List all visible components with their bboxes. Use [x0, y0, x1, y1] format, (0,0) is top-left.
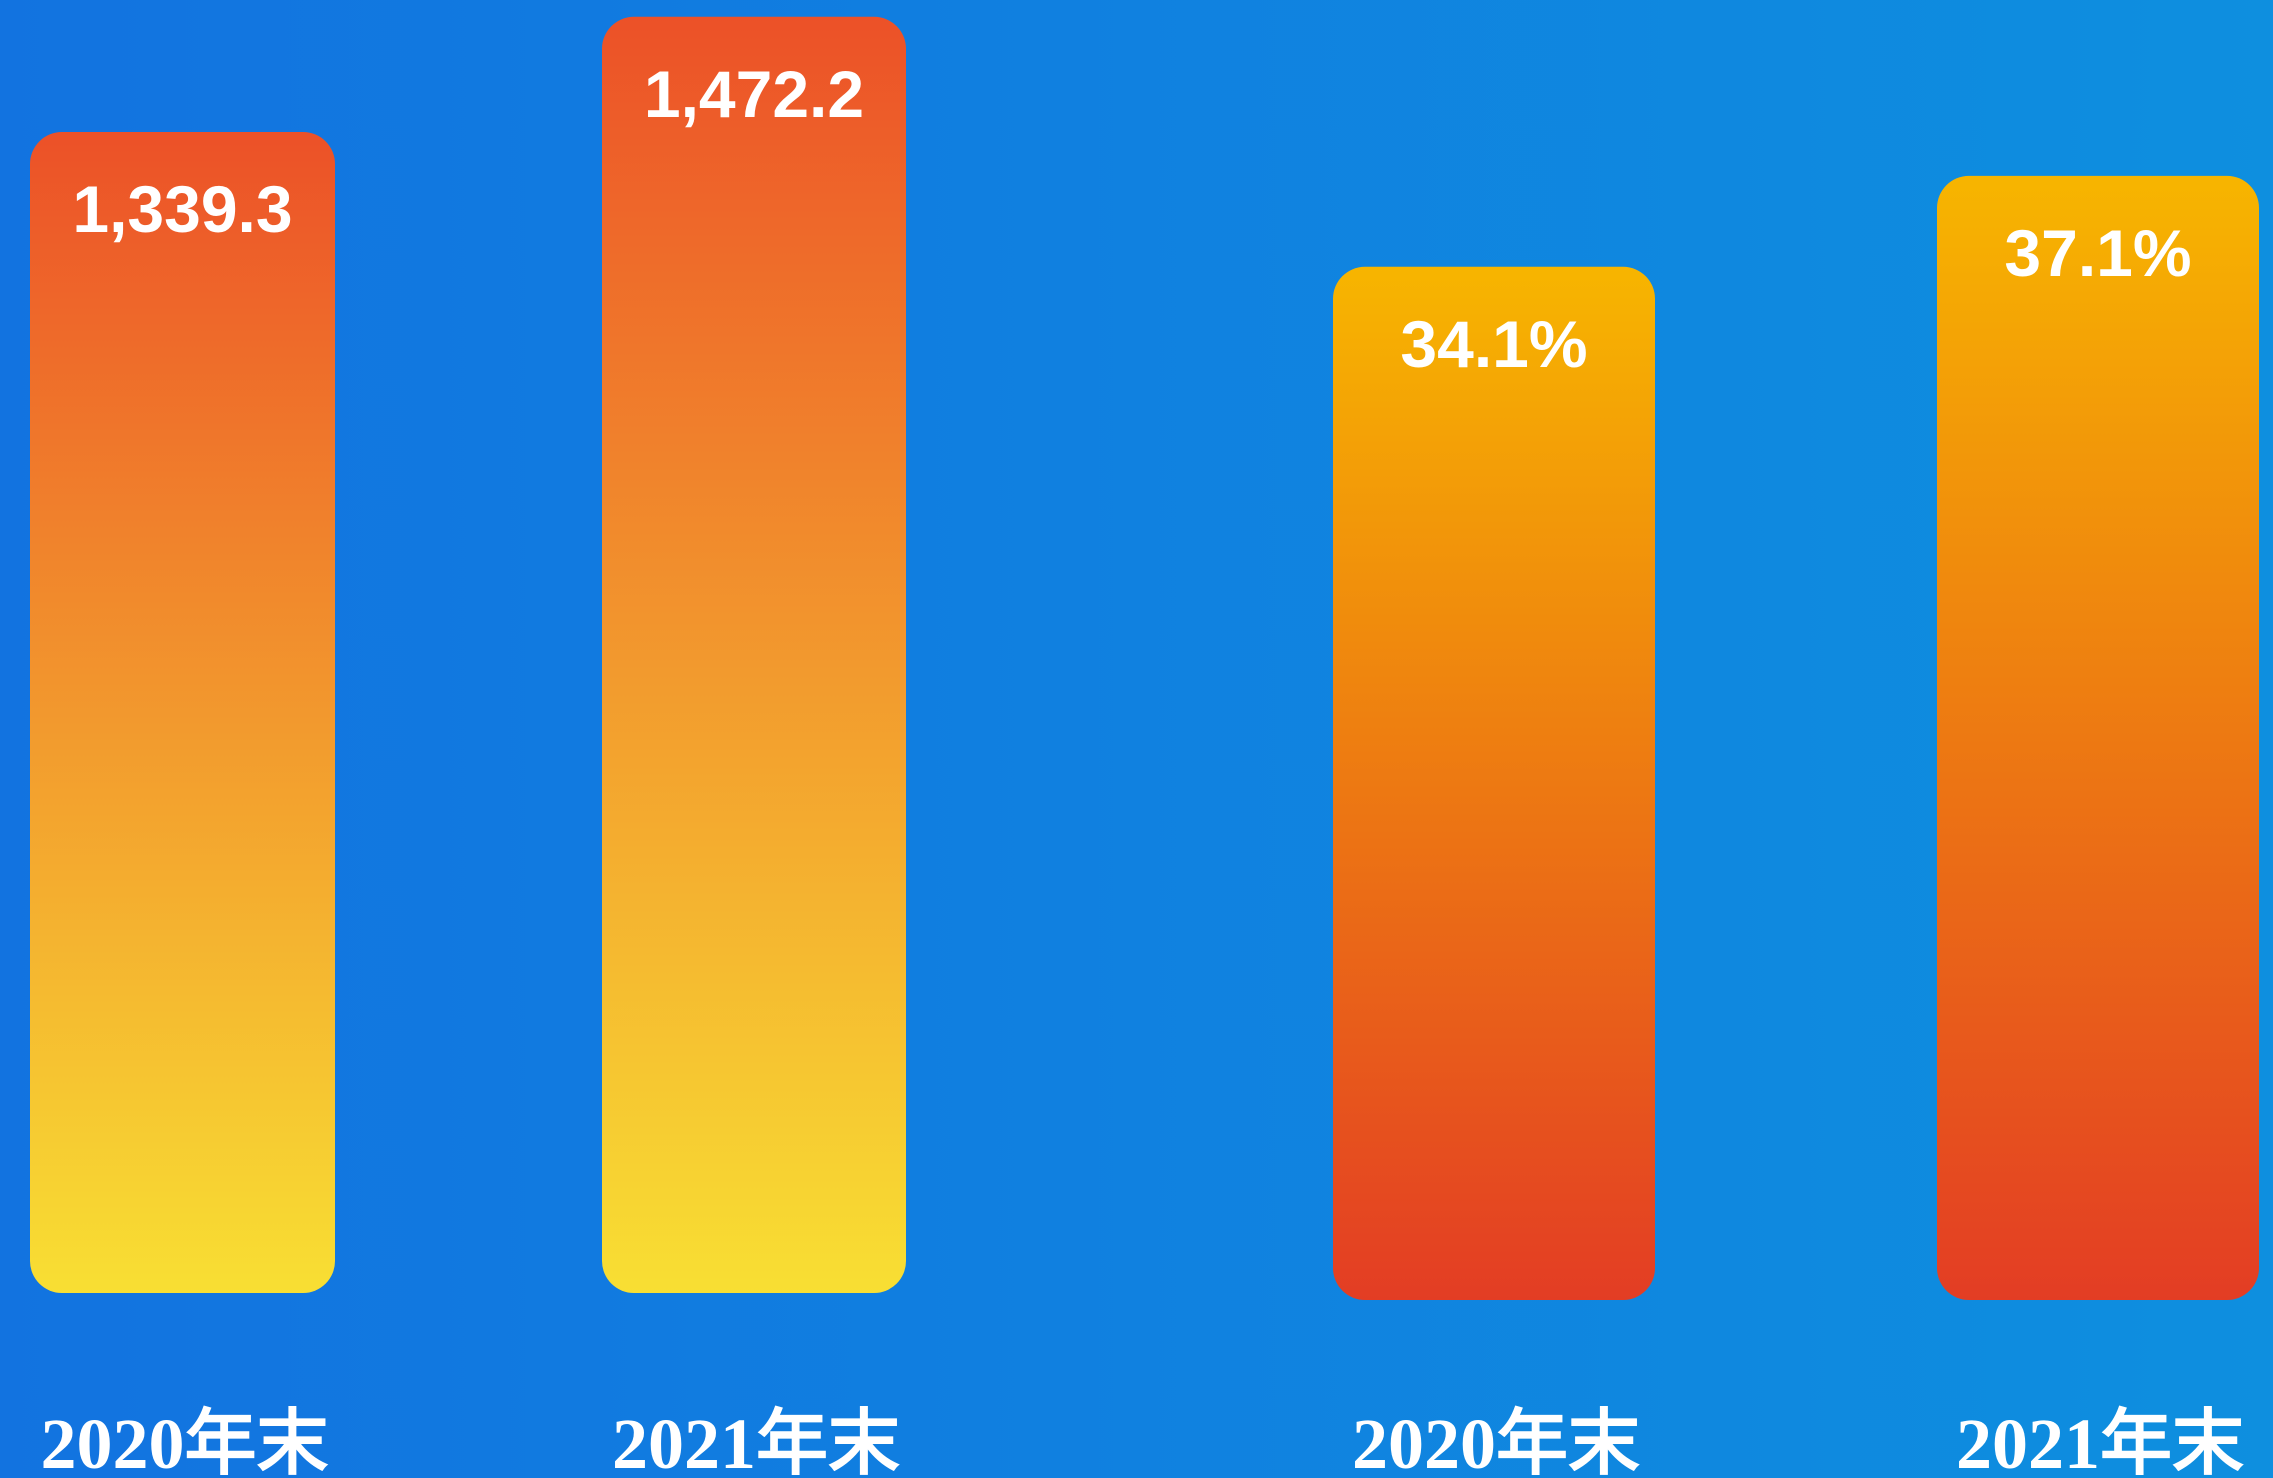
value-label: 1,472.2 [644, 57, 864, 131]
bar [1333, 266, 1655, 1300]
value-label: 37.1% [2004, 216, 2191, 290]
bar [30, 131, 335, 1294]
x-tick-label: 2021年末 [612, 1404, 900, 1478]
x-tick-label: 2020年末 [40, 1404, 328, 1478]
value-label: 34.1% [1400, 307, 1587, 381]
x-tick-label: 2020年末 [1352, 1404, 1640, 1478]
bar [602, 16, 906, 1294]
bar [1937, 175, 2259, 1300]
value-label: 1,339.3 [72, 172, 292, 246]
x-tick-label: 2021年末 [1956, 1404, 2244, 1478]
